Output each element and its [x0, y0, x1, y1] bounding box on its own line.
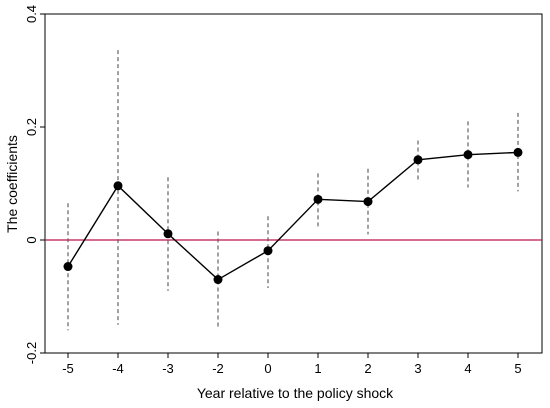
data-point [263, 246, 273, 256]
y-axis: -0.2 0 0.2 0.4 [24, 5, 45, 364]
x-tick-label: 4 [464, 361, 471, 376]
data-point [363, 197, 373, 207]
x-tick-label: 0 [264, 361, 271, 376]
x-tick-label: 1 [314, 361, 321, 376]
y-tick-label: 0.2 [24, 118, 39, 136]
x-tick-label: -5 [62, 361, 74, 376]
y-axis-label: The coefficients [4, 135, 20, 233]
data-point [163, 229, 173, 239]
data-point [113, 181, 123, 191]
x-tick-label: -3 [162, 361, 174, 376]
y-tick-label: -0.2 [24, 342, 39, 364]
x-axis: -5 -4 -3 -2 0 1 2 3 4 5 [62, 353, 522, 376]
y-tick-label: 0.4 [24, 5, 39, 23]
data-point [213, 275, 223, 285]
x-tick-label: -2 [212, 361, 224, 376]
data-point [413, 155, 423, 165]
y-tick-label: 0 [24, 236, 39, 243]
data-point [63, 262, 73, 272]
data-point [463, 150, 473, 160]
data-point [313, 194, 323, 204]
x-tick-label: 5 [514, 361, 521, 376]
coefficient-points [63, 147, 523, 285]
x-tick-label: -4 [112, 361, 124, 376]
x-axis-label: Year relative to the policy shock [197, 385, 394, 401]
confidence-intervals [67, 50, 519, 331]
data-point [513, 147, 523, 157]
x-tick-label: 2 [364, 361, 371, 376]
x-tick-label: 3 [414, 361, 421, 376]
plot-frame [44, 13, 543, 354]
coefficient-line [67, 151, 519, 281]
